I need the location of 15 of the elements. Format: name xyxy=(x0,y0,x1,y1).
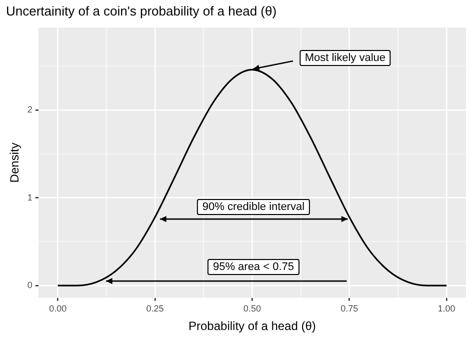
y-tick-label: 2 xyxy=(27,104,32,115)
x-axis-title: Probability of a head (θ) xyxy=(188,319,316,334)
y-tick-label: 1 xyxy=(27,192,32,202)
annotation: 90% credible interval xyxy=(197,198,310,215)
x-tick-label: 0.25 xyxy=(146,304,164,314)
x-tick-label: 0.50 xyxy=(243,304,261,314)
annotation: Most likely value xyxy=(300,50,391,66)
x-tick-label: 1.00 xyxy=(438,304,456,314)
chart-title: Uncertainity of a coin's probability of a head (θ) xyxy=(6,3,277,18)
y-axis-title: Density xyxy=(8,142,22,183)
x-tick-label: 0.00 xyxy=(49,304,67,314)
annotation: 95% area < 0.75 xyxy=(208,258,300,275)
line-series xyxy=(57,68,448,286)
y-tick-label: 0 xyxy=(27,280,32,290)
x-tick-label: 0.75 xyxy=(340,304,358,314)
